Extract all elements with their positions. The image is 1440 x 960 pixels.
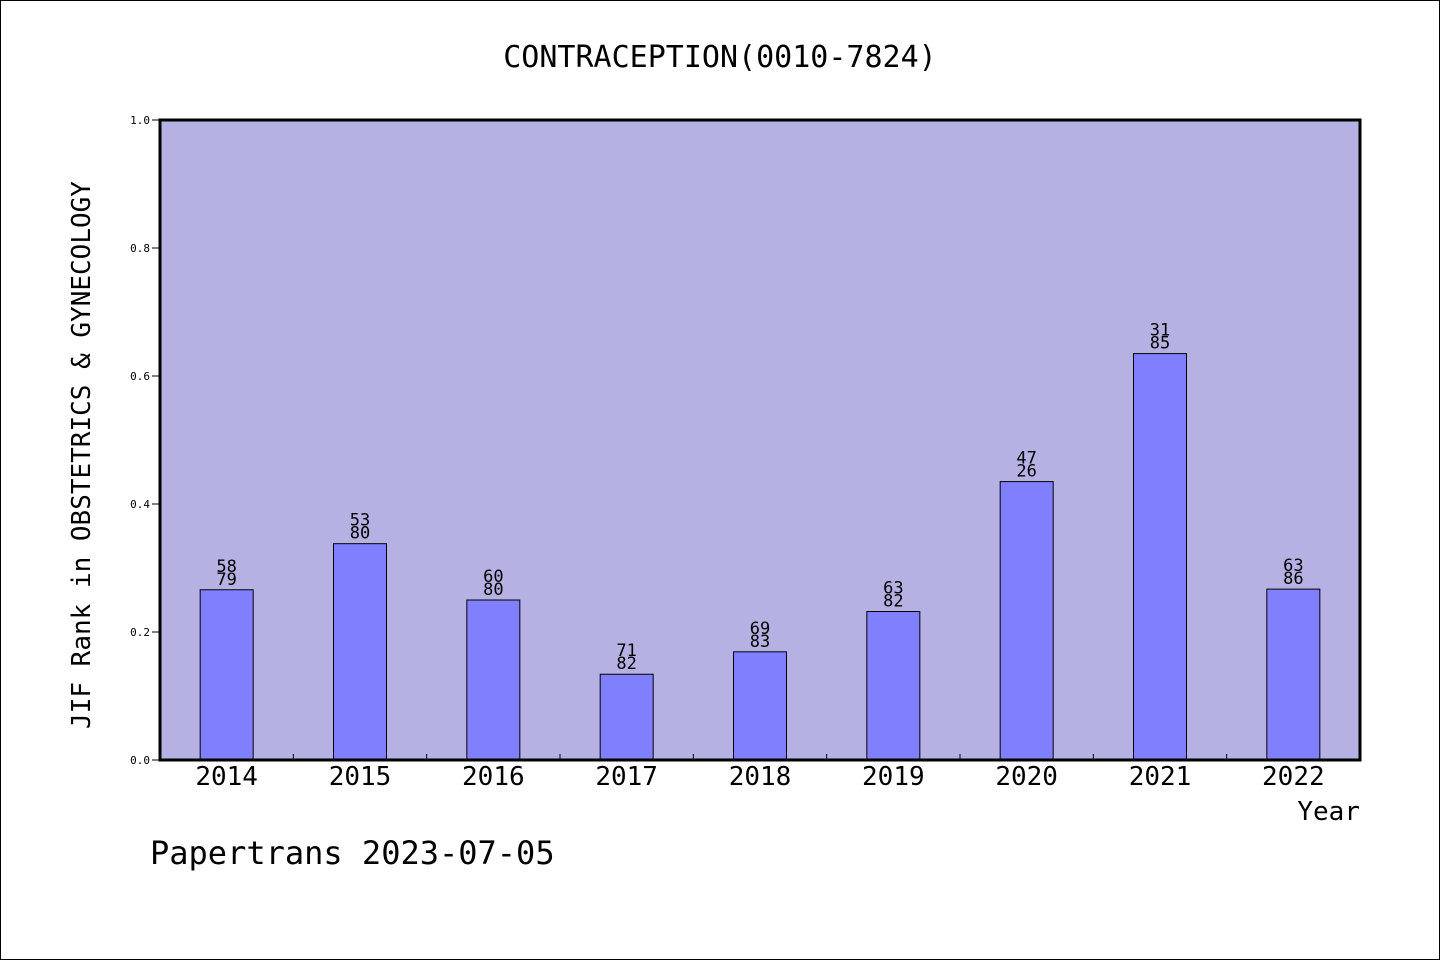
- bar-2014: [199, 589, 254, 761]
- data-label-bottom-2015: 80: [350, 524, 370, 544]
- data-label-bottom-2014: 79: [216, 570, 236, 590]
- chart-title: CONTRACEPTION(0010-7824): [503, 40, 936, 75]
- x-tick-label-2015: 2015: [329, 762, 392, 792]
- y-tick-label-0.4: 0.4: [130, 498, 150, 511]
- bar-2019: [866, 611, 921, 761]
- data-label-bottom-2016: 80: [483, 580, 503, 600]
- data-label-bottom-2017: 82: [616, 654, 636, 674]
- data-label-bottom-2018: 83: [750, 632, 770, 652]
- bar-2017: [599, 673, 654, 761]
- x-tick-label-2016: 2016: [462, 762, 525, 792]
- data-label-top-2014: 58: [216, 557, 236, 577]
- x-axis-label: Year: [1297, 797, 1360, 827]
- bar-2020: [999, 481, 1054, 761]
- data-label-top-2020: 47: [1016, 449, 1036, 469]
- data-label-top-2021: 31: [1150, 321, 1170, 341]
- footer-watermark: Papertrans 2023-07-05: [150, 834, 555, 872]
- bar-2016: [466, 599, 521, 761]
- bar-2022: [1266, 588, 1321, 761]
- y-tick-label-0.2: 0.2: [130, 626, 150, 639]
- bar-2015: [333, 543, 387, 761]
- bar-2018: [733, 651, 787, 761]
- data-label-bottom-2019: 82: [883, 592, 903, 612]
- x-tick-label-2014: 2014: [195, 762, 258, 792]
- x-tick-label-2019: 2019: [862, 762, 925, 792]
- data-label-top-2019: 63: [883, 579, 903, 599]
- x-tick-label-2018: 2018: [729, 762, 792, 792]
- data-label-bottom-2021: 85: [1150, 334, 1170, 354]
- x-tick-label-2021: 2021: [1129, 762, 1192, 792]
- data-label-bottom-2022: 86: [1283, 569, 1303, 589]
- x-tick-label-2017: 2017: [595, 762, 658, 792]
- y-tick-label-0.6: 0.6: [130, 370, 150, 383]
- data-label-bottom-2020: 26: [1016, 462, 1036, 482]
- data-label-top-2017: 71: [616, 641, 636, 661]
- y-tick-label-1.0: 1.0: [130, 114, 150, 127]
- data-label-top-2015: 53: [350, 511, 370, 531]
- x-tick-label-2022: 2022: [1262, 762, 1325, 792]
- y-axis: 0.0 0.2 0.4 0.6 0.8 1.0: [130, 114, 160, 767]
- data-label-top-2016: 60: [483, 567, 503, 587]
- y-tick-label-0.8: 0.8: [130, 242, 150, 255]
- bar-2021: [1133, 353, 1187, 761]
- y-axis-label: JIF Rank in OBSTETRICS & GYNECOLOGY: [67, 181, 97, 729]
- bars-layer: [199, 353, 1321, 761]
- plot-frame: [158, 118, 1362, 762]
- y-tick-label-0.0: 0.0: [130, 754, 150, 767]
- data-label-top-2022: 63: [1283, 556, 1303, 576]
- x-tick-label-2020: 2020: [995, 762, 1058, 792]
- data-label-top-2018: 69: [750, 619, 770, 639]
- x-axis: 2014 2015 2016 2017 2018 2019 2020 2021 2022: [195, 754, 1325, 792]
